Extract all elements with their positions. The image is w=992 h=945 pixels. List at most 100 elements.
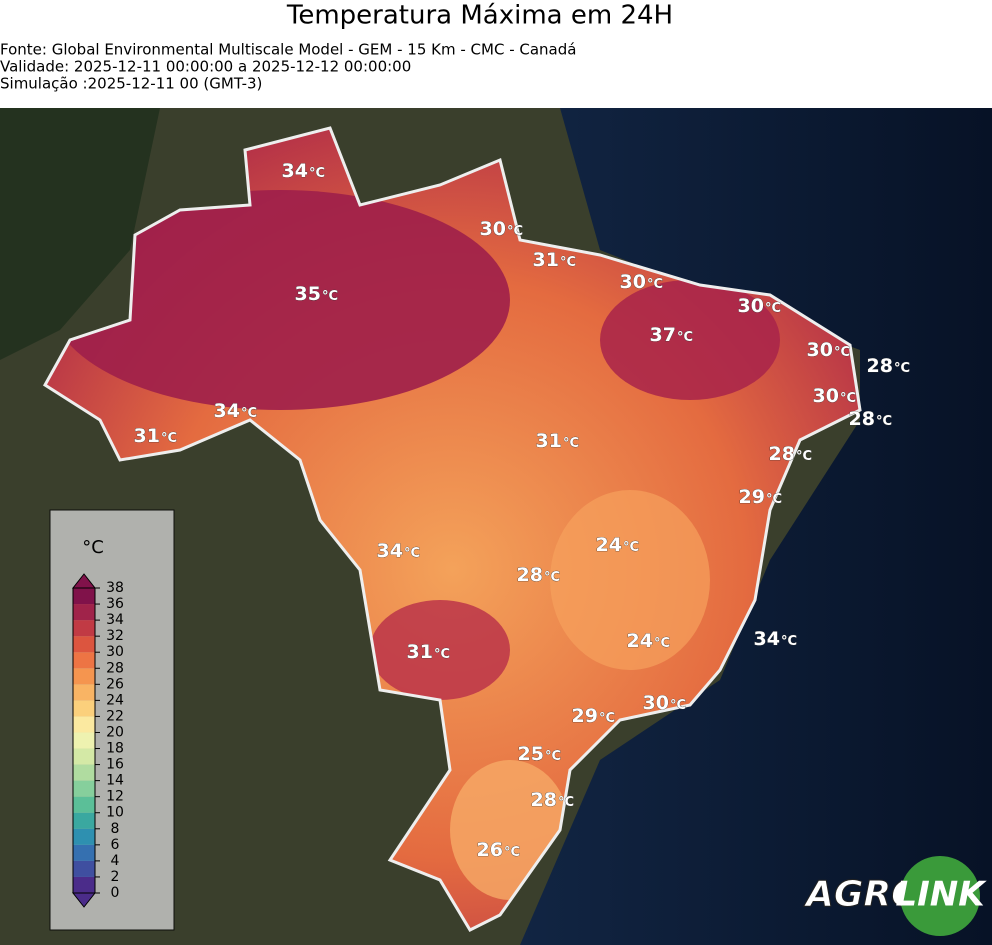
colorbar-tick-label: 30	[106, 644, 124, 660]
temp-label: 28 °C	[516, 564, 560, 587]
temp-value: 25	[518, 743, 544, 765]
temp-unit: °C	[434, 647, 450, 662]
colorbar-tick-label: 12	[106, 789, 124, 805]
colorbar-tick-label: 14	[106, 773, 124, 789]
colorbar-tick-label: 18	[106, 741, 124, 757]
temp-unit: °C	[161, 431, 177, 446]
temp-label: 29 °C	[571, 705, 615, 728]
temp-label: 30 °C	[619, 271, 663, 294]
colorbar-tick-label: 16	[106, 757, 124, 773]
simulation-line: Simulação :2025-12-11 00 (GMT-3)	[0, 75, 262, 93]
colorbar-band	[73, 748, 95, 765]
temp-unit: °C	[840, 391, 856, 406]
colorbar-band	[73, 636, 95, 653]
temp-value: 30	[620, 271, 646, 293]
title: Temperatura Máxima em 24H	[286, 1, 673, 31]
temp-unit: °C	[309, 166, 325, 181]
validity-line: Validade: 2025-12-11 00:00:00 a 2025-12-…	[0, 58, 411, 76]
temp-unit: °C	[599, 711, 615, 726]
temp-unit: °C	[876, 414, 892, 429]
temp-value: 24	[596, 534, 622, 556]
temp-unit: °C	[623, 540, 639, 555]
colorbar-band	[73, 764, 95, 781]
temp-value: 31	[536, 430, 562, 452]
temp-label: 25 °C	[517, 743, 561, 766]
colorbar-band	[73, 684, 95, 701]
temp-label: 26 °C	[476, 839, 520, 862]
colorbar-unit: °C	[82, 537, 104, 558]
colorbar-tick-label: 38	[106, 580, 124, 596]
temp-value: 34	[754, 628, 780, 650]
temp-label: 28 °C	[866, 355, 910, 378]
logo-right: LINK	[895, 875, 987, 915]
temp-value: 28	[517, 564, 543, 586]
temp-unit: °C	[322, 289, 338, 304]
temp-unit: °C	[647, 277, 663, 292]
temp-label: 30 °C	[812, 385, 856, 408]
temp-value: 31	[533, 249, 559, 271]
temp-value: 28	[849, 408, 875, 430]
temp-label: 28 °C	[848, 408, 892, 431]
colorbar-tick-label: 22	[106, 708, 124, 724]
colorbar-tick-label: 2	[111, 869, 120, 885]
colorbar-band	[73, 700, 95, 717]
temp-unit: °C	[241, 406, 257, 421]
temp-label: 24 °C	[595, 534, 639, 557]
colorbar-tick-label: 24	[106, 692, 124, 708]
temp-unit: °C	[781, 634, 797, 649]
temp-unit: °C	[404, 546, 420, 561]
colorbar-band	[73, 588, 95, 605]
source-line: Fonte: Global Environmental Multiscale M…	[0, 41, 576, 59]
colorbar-band	[73, 812, 95, 829]
temp-label: 28 °C	[768, 443, 812, 466]
temp-unit: °C	[507, 224, 523, 239]
colorbar-tick-label: 32	[106, 628, 124, 644]
temp-value: 30	[813, 385, 839, 407]
colorbar-tick-label: 4	[111, 853, 120, 869]
temp-value: 30	[807, 339, 833, 361]
colorbar-band	[73, 780, 95, 797]
temp-unit: °C	[677, 330, 693, 345]
temp-unit: °C	[894, 361, 910, 376]
temp-value: 28	[867, 355, 893, 377]
colorbar-band	[73, 876, 95, 893]
colorbar-band	[73, 716, 95, 733]
colorbar-band	[73, 732, 95, 749]
colorbar-band	[73, 604, 95, 621]
temp-label: 28 °C	[530, 789, 574, 812]
temp-unit: °C	[544, 570, 560, 585]
temp-unit: °C	[558, 795, 574, 810]
colorbar-tick-label: 10	[106, 805, 124, 821]
temp-label: 31 °C	[133, 425, 177, 448]
temp-label: 30 °C	[479, 218, 523, 241]
colorbar-band	[73, 652, 95, 669]
temp-value: 30	[738, 295, 764, 317]
temp-label: 34 °C	[281, 160, 325, 183]
temp-value: 31	[407, 641, 433, 663]
temp-value: 37	[650, 324, 676, 346]
temp-value: 35	[295, 283, 321, 305]
temp-unit: °C	[560, 255, 576, 270]
temp-label: 31 °C	[406, 641, 450, 664]
colorbar-tick-label: 8	[111, 821, 120, 837]
temp-label: 30 °C	[642, 692, 686, 715]
temp-value: 30	[643, 692, 669, 714]
temp-value: 31	[134, 425, 160, 447]
temp-label: 30 °C	[806, 339, 850, 362]
temp-label: 34 °C	[213, 400, 257, 423]
colorbar-tick-label: 0	[111, 885, 120, 901]
colorbar-band	[73, 796, 95, 813]
colorbar-tick-label: 6	[111, 837, 120, 853]
temp-label: 35 °C	[294, 283, 338, 306]
temp-value: 34	[377, 540, 403, 562]
colorbar-band	[73, 828, 95, 845]
temp-unit: °C	[504, 845, 520, 860]
colorbar-tick-label: 26	[106, 676, 124, 692]
temp-label: 37 °C	[649, 324, 693, 347]
temp-label: 31 °C	[535, 430, 579, 453]
colorbar-frame	[72, 587, 96, 894]
colorbar-tick-label: 28	[106, 660, 124, 676]
colorbar-tick-label: 36	[106, 596, 124, 612]
